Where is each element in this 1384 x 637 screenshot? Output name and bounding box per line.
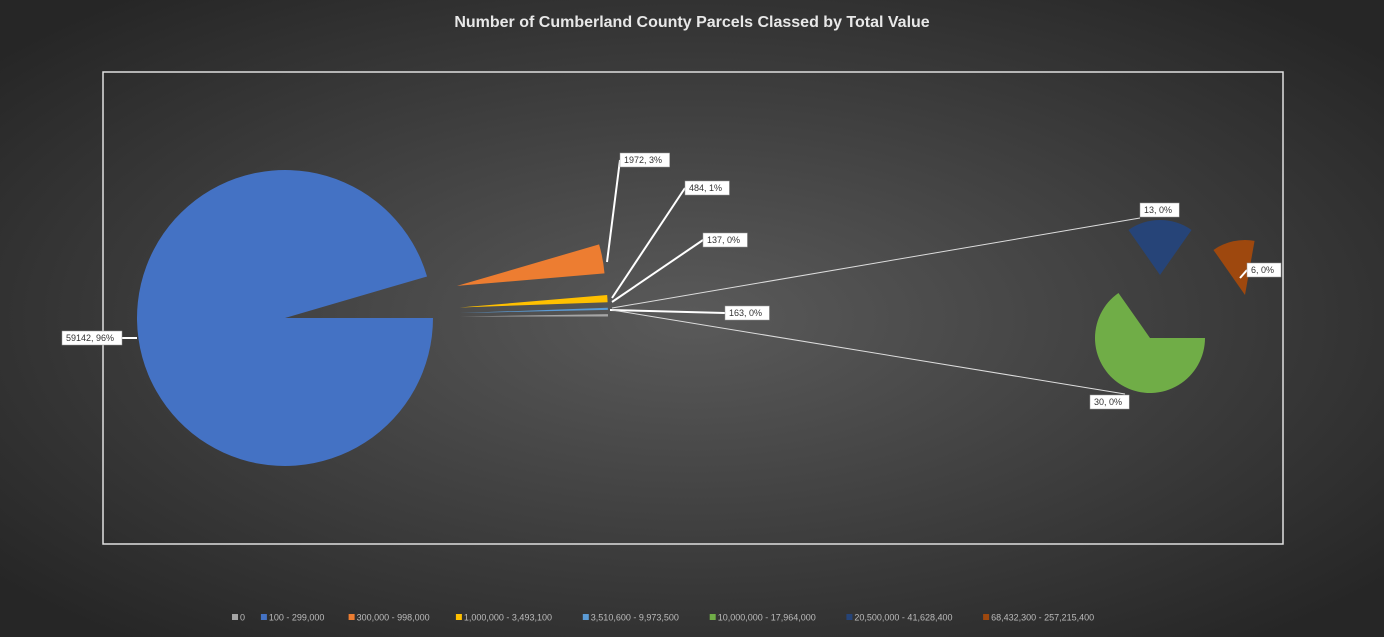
leader-line: [611, 217, 1141, 309]
legend-label: 0: [240, 612, 245, 622]
data-label: 484, 1%: [689, 183, 722, 193]
data-label: 30, 0%: [1094, 397, 1122, 407]
data-label: 59142, 96%: [66, 333, 114, 343]
data-label: 163, 0%: [729, 308, 762, 318]
leader-line: [611, 239, 704, 303]
legend-swatch: [582, 614, 589, 620]
legend-label: 3,510,600 - 9,973,500: [591, 612, 679, 622]
pie-slice: [459, 314, 608, 317]
chart-title: Number of Cumberland County Parcels Clas…: [454, 14, 929, 31]
pie-slice: [457, 244, 605, 286]
label-box: [619, 152, 670, 168]
legend-swatch: [709, 614, 716, 620]
leader-line: [611, 309, 1126, 395]
pie-slice: [1095, 292, 1205, 393]
label-box: [1139, 202, 1180, 218]
data-label: 13, 0%: [1144, 205, 1172, 215]
legend-swatch: [232, 614, 238, 620]
data-label: 1972, 3%: [624, 155, 662, 165]
leader-line: [606, 159, 621, 263]
data-label: 6, 0%: [1251, 265, 1274, 275]
legend-swatch: [455, 614, 462, 620]
legend-swatch: [983, 614, 990, 620]
pie-slice: [1128, 219, 1192, 275]
legend-swatch: [260, 614, 267, 620]
pie-slice: [1213, 240, 1255, 295]
legend-label: 68,432,300 - 257,215,400: [991, 612, 1094, 622]
legend-label: 20,500,000 - 41,628,400: [854, 612, 952, 622]
pie-slice: [136, 169, 433, 466]
label-box: [1246, 262, 1282, 278]
legend-label: 300,000 - 998,000: [357, 612, 430, 622]
leader-line: [611, 187, 686, 299]
label-box: [702, 232, 748, 248]
pie-slice: [459, 307, 608, 314]
pie-slice: [459, 295, 608, 308]
plot-frame: [102, 71, 1284, 545]
leader-line: [1239, 269, 1248, 279]
legend-swatch: [846, 614, 853, 620]
label-box: [684, 180, 730, 196]
label-box: [61, 330, 123, 346]
legend-swatch: [348, 614, 355, 620]
legend-label: 100 - 299,000: [269, 612, 325, 622]
label-box: [1089, 394, 1130, 410]
legend-label: 1,000,000 - 3,493,100: [464, 612, 552, 622]
data-label: 137, 0%: [707, 235, 740, 245]
label-box: [724, 305, 770, 321]
legend-label: 10,000,000 - 17,964,000: [718, 612, 816, 622]
leader-line: [609, 309, 726, 314]
